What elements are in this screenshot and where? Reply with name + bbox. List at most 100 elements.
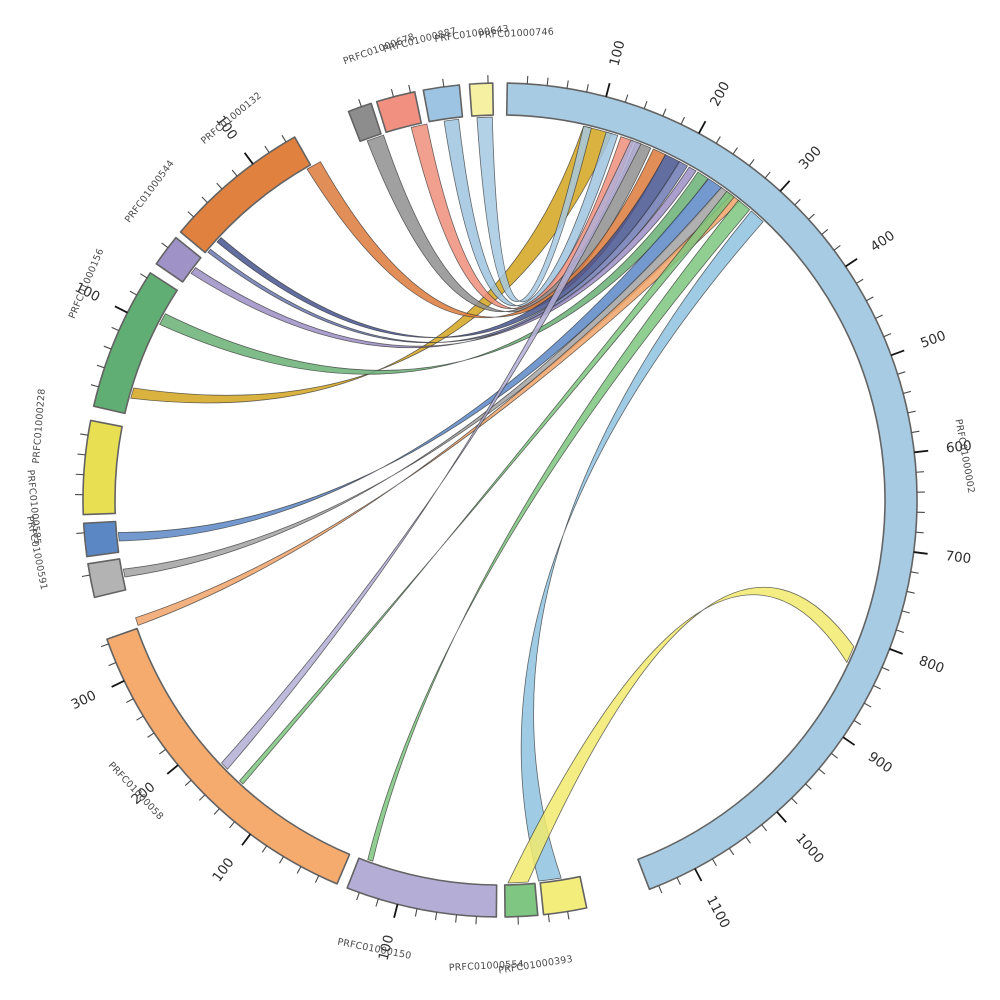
segment-arc-PRFC01000132	[179, 136, 312, 254]
tick-label-PRFC01000002-200: 200	[707, 79, 733, 109]
minor-tick-PRFC01000058-280	[126, 698, 134, 703]
major-tick-PRFC01000150-100	[393, 903, 399, 919]
minor-tick-PRFC01000002-740	[906, 590, 915, 594]
minor-tick-PRFC01000002-940	[818, 768, 826, 775]
major-tick-PRFC01000058-300	[111, 679, 125, 688]
minor-tick-PRFC01000058-180	[184, 779, 192, 786]
minor-tick-PRFC01000058-240	[147, 732, 155, 738]
link-lightblue-002-393	[520, 210, 764, 882]
segment-label-PRFC01000002: PRFC01000002	[953, 418, 977, 494]
minor-tick-PRFC01000591-20	[81, 574, 90, 578]
minor-tick-PRFC01000002-20	[526, 75, 529, 84]
minor-tick-PRFC01000058-80	[261, 845, 268, 853]
tick-label-PRFC01000002-700: 700	[944, 548, 972, 567]
minor-tick-PRFC01000002-820	[881, 666, 890, 672]
minor-tick-PRFC01000678-20	[358, 98, 362, 107]
major-tick-PRFC01000002-400	[845, 257, 858, 268]
tick-label-PRFC01000002-300: 300	[796, 143, 825, 173]
major-tick-PRFC01000132-100	[243, 152, 254, 165]
minor-tick-PRFC01000058-220	[158, 748, 167, 755]
minor-tick-PRFC01000887-20	[390, 88, 395, 97]
segment-label-PRFC01000150: PRFC01000150	[336, 937, 412, 962]
link-blue-746-002	[476, 116, 592, 303]
minor-tick-PRFC01000156-140	[139, 273, 148, 279]
tick-label-PRFC01000002-1100: 1100	[703, 893, 733, 931]
minor-tick-PRFC01000002-1040	[745, 836, 751, 844]
minor-tick-PRFC01000002-480	[883, 333, 892, 338]
labels-layer: 100 200 300 400 500 600 700 800 900 1000 1100 PRFC0…	[24, 24, 977, 977]
minor-tick-PRFC01000002-520	[897, 371, 906, 375]
minor-tick-PRFC01000002-320	[794, 198, 801, 206]
minor-tick-PRFC01000002-140	[643, 101, 648, 109]
minor-tick-PRFC01000002-120	[624, 94, 629, 103]
tick-label-PRFC01000002-100: 100	[606, 39, 628, 68]
minor-tick-PRFC01000393-40	[547, 914, 550, 923]
minor-tick-PRFC01000058-20	[314, 875, 320, 884]
major-tick-PRFC01000002-700	[913, 551, 928, 555]
minor-tick-PRFC01000002-960	[805, 783, 812, 790]
minor-tick-PRFC01000150-40	[455, 914, 458, 923]
minor-tick-PRFC01000132-20	[187, 211, 195, 218]
link-blue-585-002	[117, 178, 723, 542]
minor-tick-PRFC01000132-140	[281, 134, 287, 143]
tick-label-PRFC01000002-800: 800	[917, 653, 947, 677]
minor-tick-PRFC01000002-720	[910, 571, 919, 574]
segment-label-PRFC01000544: PRFC01000544	[123, 158, 177, 225]
segment-label-PRFC01000156: PRFC01000156	[67, 247, 107, 321]
minor-tick-PRFC01000228-60	[77, 453, 86, 456]
minor-tick-PRFC01000132-40	[201, 196, 208, 204]
minor-tick-PRFC01000150-80	[414, 908, 418, 917]
minor-tick-PRFC01000544-20	[161, 242, 169, 249]
segment-arc-PRFC01000228	[82, 419, 123, 516]
minor-tick-PRFC01000156-120	[129, 290, 138, 296]
major-tick-PRFC01000002-800	[889, 648, 903, 655]
minor-tick-PRFC01000002-260	[748, 159, 755, 167]
segment-arc-PRFC01000150	[346, 857, 498, 918]
minor-tick-PRFC01000156-20	[90, 384, 99, 388]
tick-label-PRFC01000002-400: 400	[868, 228, 898, 256]
minor-tick-PRFC01000002-620	[916, 471, 925, 473]
minor-tick-PRFC01000150-120	[375, 898, 379, 907]
minor-tick-PRFC01000132-60	[216, 182, 223, 190]
link-yellow-002-554	[507, 586, 855, 884]
segment-label-PRFC01000746: PRFC01000746	[479, 27, 555, 41]
minor-tick-PRFC01000002-920	[830, 752, 838, 759]
minor-tick-PRFC01000002-980	[791, 797, 798, 805]
tick-label-PRFC01000058-300: 300	[69, 687, 99, 713]
tick-label-PRFC01000002-1000: 1000	[792, 830, 827, 866]
minor-tick-PRFC01000002-760	[901, 610, 910, 614]
major-tick-PRFC01000002-100	[605, 82, 611, 97]
minor-tick-PRFC01000002-60	[566, 80, 569, 89]
minor-tick-PRFC01000058-40	[296, 866, 302, 874]
segment-arc-PRFC01000591	[87, 558, 127, 599]
major-tick-PRFC01000002-1100	[694, 868, 703, 882]
major-tick-PRFC01000156-100	[114, 305, 128, 314]
minor-tick-PRFC01000002-80	[586, 84, 589, 93]
minor-tick-PRFC01000228-80	[80, 433, 89, 436]
segment-arc-PRFC01000585	[82, 520, 120, 558]
minor-tick-PRFC01000393-20	[567, 911, 570, 920]
major-tick-PRFC01000002-600	[914, 449, 929, 454]
minor-tick-PRFC01000058-140	[213, 808, 220, 815]
minor-tick-PRFC01000002-860	[863, 702, 872, 708]
minor-tick-PRFC01000002-1140	[658, 885, 663, 894]
minor-tick-PRFC01000002-240	[732, 147, 738, 155]
tick-label-PRFC01000002-900: 900	[865, 749, 895, 777]
link-green1-002-150	[367, 199, 751, 862]
major-tick-PRFC01000002-300	[779, 180, 791, 192]
tick-label-PRFC01000002-500: 500	[918, 328, 948, 352]
link-orange-058-002	[135, 194, 741, 626]
minor-tick-PRFC01000002-1080	[711, 858, 717, 867]
minor-tick-PRFC01000156-40	[96, 364, 105, 369]
minor-tick-PRFC01000058-160	[198, 794, 206, 801]
minor-tick-PRFC01000150-140	[356, 892, 360, 901]
minor-tick-PRFC01000002-780	[896, 629, 904, 634]
minor-tick-PRFC01000643-20	[442, 78, 445, 87]
segment-label-PRFC01000554: PRFC01000554	[449, 959, 525, 974]
minor-tick-PRFC01000002-360	[821, 229, 829, 235]
minor-tick-PRFC01000002-880	[853, 719, 862, 726]
minor-tick-PRFC01000002-460	[875, 314, 883, 320]
minor-tick-PRFC01000002-420	[856, 278, 864, 284]
